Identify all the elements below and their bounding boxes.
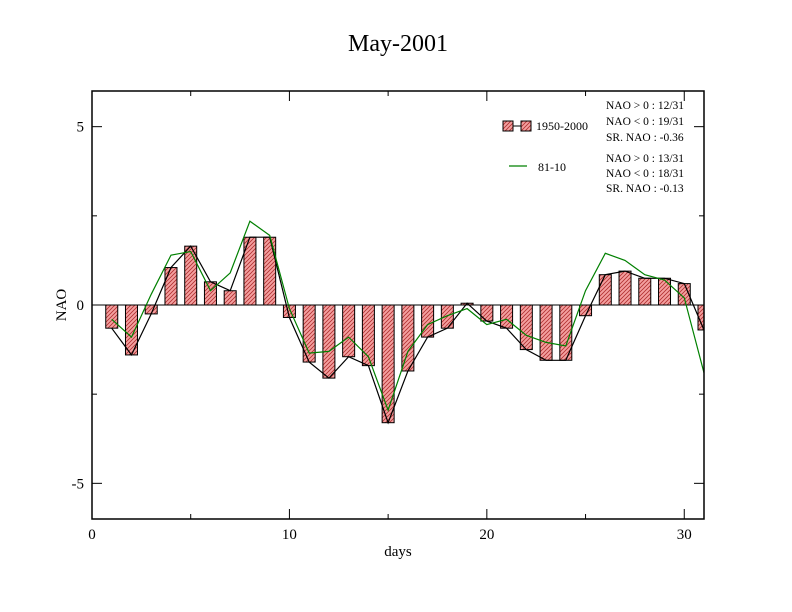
stat-8110-sr: SR. NAO : -0.13 bbox=[606, 183, 684, 195]
bar-day-13 bbox=[342, 304, 356, 358]
bar-day-6 bbox=[203, 281, 217, 306]
bar-day-9 bbox=[263, 236, 277, 306]
y-tick-label: -5 bbox=[72, 476, 85, 492]
legend-bar-swatch-right bbox=[520, 120, 532, 132]
bar-day-18 bbox=[440, 304, 454, 329]
bar-day-7 bbox=[223, 290, 237, 306]
x-tick-label: 30 bbox=[677, 527, 692, 543]
y-tick-label: 0 bbox=[77, 298, 85, 314]
stat-8110-pos: NAO > 0 : 13/31 bbox=[606, 153, 684, 165]
chart-title: May-2001 bbox=[348, 31, 448, 57]
y-axis-label: NAO bbox=[54, 289, 70, 322]
bar-day-31 bbox=[697, 304, 704, 331]
stat-1950-neg: NAO < 0 : 19/31 bbox=[606, 116, 684, 128]
y-tick-label: 5 bbox=[77, 120, 85, 136]
x-axis-label: days bbox=[384, 544, 412, 560]
x-tick-label: 10 bbox=[282, 527, 297, 543]
bar-day-12 bbox=[322, 304, 336, 379]
bar-day-21 bbox=[500, 304, 514, 329]
bar-day-26 bbox=[598, 274, 612, 306]
x-tick-label: 0 bbox=[88, 527, 96, 543]
legend-bar-swatch-left bbox=[502, 120, 514, 132]
bar-day-17 bbox=[421, 304, 435, 338]
bar-day-16 bbox=[401, 304, 415, 372]
bar-day-20 bbox=[480, 304, 494, 322]
legend-series1-label: 1950-2000 bbox=[536, 119, 588, 133]
bar-day-27 bbox=[618, 270, 632, 306]
stat-8110-neg: NAO < 0 : 18/31 bbox=[606, 168, 684, 180]
legend: 1950-2000 81-10 bbox=[502, 119, 588, 174]
legend-series2-label: 81-10 bbox=[538, 160, 566, 174]
axis-ticks: 0 10 20 30 5 0 -5 bbox=[72, 91, 704, 543]
bar-day-5 bbox=[184, 245, 198, 306]
series-line-1 bbox=[111, 236, 704, 425]
bar-day-15 bbox=[381, 304, 395, 424]
plot-area bbox=[92, 220, 704, 425]
bar-day-1 bbox=[105, 304, 119, 329]
bar-day-28 bbox=[638, 277, 652, 306]
bar-day-22 bbox=[519, 304, 533, 351]
x-tick-label: 20 bbox=[479, 527, 494, 543]
bar-day-29 bbox=[658, 277, 672, 306]
series-line-2 bbox=[111, 220, 704, 413]
bar-day-4 bbox=[164, 267, 178, 306]
stat-1950-sr: SR. NAO : -0.36 bbox=[606, 132, 684, 144]
bar-day-23 bbox=[539, 304, 553, 361]
stats-block: NAO > 0 : 12/31 NAO < 0 : 19/31 SR. NAO … bbox=[606, 100, 684, 195]
stat-1950-pos: NAO > 0 : 12/31 bbox=[606, 100, 684, 112]
